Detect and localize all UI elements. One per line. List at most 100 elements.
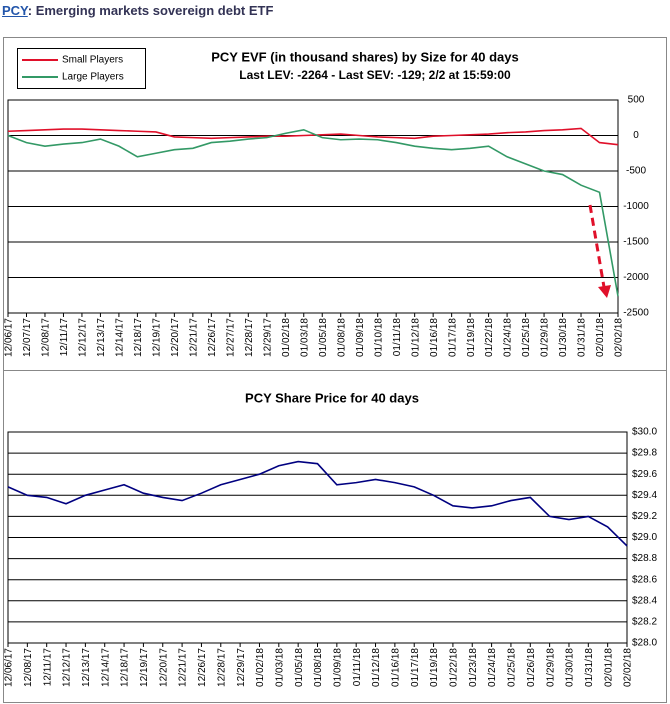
data-line: [7, 460, 628, 547]
x-tick-label: 01/25/18: [521, 318, 532, 357]
y-tick-label: $28.4: [632, 595, 657, 606]
x-tick-label: 02/01/18: [603, 648, 614, 687]
x-tick-label: 12/18/17: [133, 318, 144, 357]
x-tick-label: 12/12/17: [62, 648, 73, 687]
x-tick-label: 12/19/17: [152, 318, 163, 357]
x-tick-label: 02/02/18: [623, 648, 634, 687]
x-tick-label: 12/29/17: [262, 318, 273, 357]
x-tick-label: 01/30/18: [558, 318, 569, 357]
x-tick-label: 12/13/17: [81, 648, 92, 687]
y-tick-label: -500: [626, 166, 646, 177]
x-tick-label: 01/23/18: [468, 648, 479, 687]
x-tick-label: 01/08/18: [336, 318, 347, 357]
x-tick-label: 01/08/18: [313, 648, 324, 687]
x-tick-label: 01/09/18: [355, 318, 366, 357]
x-tick-label: 12/14/17: [100, 648, 111, 687]
x-tick-label: 12/11/17: [42, 648, 53, 687]
x-tick-label: 01/31/18: [577, 318, 588, 357]
x-tick-label: 01/30/18: [565, 648, 576, 687]
y-tick-label: $29.4: [632, 490, 657, 501]
ticker-link[interactable]: PCY: [2, 3, 28, 18]
y-tick-label: $29.6: [632, 469, 657, 480]
x-tick-label: 01/12/18: [410, 318, 421, 357]
x-tick-label: 12/06/17: [4, 318, 15, 357]
x-tick-label: 12/28/17: [244, 318, 255, 357]
arrow-shaft: [588, 204, 606, 288]
y-tick-label: 0: [633, 130, 639, 141]
x-tick-label: 12/08/17: [23, 648, 34, 687]
x-tick-label: 12/08/17: [41, 318, 52, 357]
header-title: : Emerging markets sovereign debt ETF: [27, 3, 274, 18]
x-tick-label: 01/26/18: [526, 648, 537, 687]
x-tick-label: 01/11/18: [352, 648, 363, 687]
x-tick-label: 01/29/18: [545, 648, 556, 687]
y-tick-label: $28.6: [632, 574, 657, 585]
y-tick-label: $28.0: [632, 638, 657, 649]
x-tick-label: 01/29/18: [540, 318, 551, 357]
x-tick-label: 12/11/17: [59, 318, 70, 357]
x-tick-label: 12/28/17: [216, 648, 227, 687]
y-tick-label: 500: [628, 95, 645, 106]
x-tick-label: 01/03/18: [274, 648, 285, 687]
x-tick-label: 12/21/17: [188, 318, 199, 357]
x-tick-label: 01/19/18: [429, 648, 440, 687]
x-tick-label: 12/26/17: [207, 318, 218, 357]
x-tick-label: 12/20/17: [170, 318, 181, 357]
x-tick-label: 01/16/18: [429, 318, 440, 357]
x-tick-label: 01/10/18: [373, 318, 384, 357]
x-tick-label: 12/13/17: [96, 318, 107, 357]
x-tick-label: 01/17/18: [447, 318, 458, 357]
x-tick-label: 12/07/17: [22, 318, 33, 357]
x-tick-label: 01/12/18: [371, 648, 382, 687]
x-tick-label: 01/19/18: [466, 318, 477, 357]
y-tick-label: $30.0: [632, 427, 657, 438]
x-tick-label: 01/25/18: [507, 648, 518, 687]
data-line: [7, 128, 619, 297]
page-header: PCY: Emerging markets sovereign debt ETF: [2, 3, 273, 18]
x-tick-label: 01/24/18: [487, 648, 498, 687]
x-tick-label: 01/09/18: [332, 648, 343, 687]
x-tick-label: 01/22/18: [484, 318, 495, 357]
legend-label: Small Players: [62, 55, 123, 66]
y-tick-label: $28.2: [632, 617, 657, 628]
x-tick-label: 01/02/18: [255, 648, 266, 687]
legend-box: [17, 48, 146, 89]
y-tick-label: $28.8: [632, 553, 657, 564]
annotation-arrow: [588, 204, 611, 298]
chart-title: PCY EVF (in thousand shares) by Size for…: [211, 49, 519, 64]
y-tick-label: -1500: [623, 237, 649, 248]
chart-subtitle: Last LEV: -2264 - Last SEV: -129; 2/2 at…: [239, 68, 511, 82]
y-tick-label: -1000: [623, 201, 649, 212]
x-tick-label: 12/21/17: [178, 648, 189, 687]
x-tick-label: 01/16/18: [391, 648, 402, 687]
x-tick-label: 12/29/17: [236, 648, 247, 687]
x-tick-label: 01/22/18: [449, 648, 460, 687]
data-line: [7, 127, 619, 146]
x-tick-label: 12/26/17: [197, 648, 208, 687]
arrow-head: [598, 285, 611, 298]
x-tick-label: 12/27/17: [225, 318, 236, 357]
x-tick-label: 01/05/18: [318, 318, 329, 357]
legend-label: Large Players: [62, 72, 124, 83]
x-tick-label: 12/14/17: [115, 318, 126, 357]
y-tick-label: $29.0: [632, 532, 657, 543]
x-tick-label: 01/11/18: [392, 318, 403, 357]
x-tick-label: 12/18/17: [120, 648, 131, 687]
x-tick-label: 01/02/18: [281, 318, 292, 357]
x-tick-label: 12/19/17: [139, 648, 150, 687]
y-tick-label: $29.2: [632, 511, 657, 522]
x-tick-label: 01/05/18: [294, 648, 305, 687]
x-tick-label: 02/01/18: [595, 318, 606, 357]
x-tick-label: 02/02/18: [614, 318, 625, 357]
y-tick-label: -2500: [623, 308, 649, 319]
y-tick-label: $29.8: [632, 448, 657, 459]
x-tick-label: 12/06/17: [4, 648, 15, 687]
x-tick-label: 01/17/18: [410, 648, 421, 687]
x-tick-label: 01/24/18: [503, 318, 514, 357]
x-tick-label: 01/03/18: [299, 318, 310, 357]
x-tick-label: 01/31/18: [584, 648, 595, 687]
chart-title: PCY Share Price for 40 days: [245, 390, 419, 405]
x-tick-label: 12/20/17: [158, 648, 169, 687]
